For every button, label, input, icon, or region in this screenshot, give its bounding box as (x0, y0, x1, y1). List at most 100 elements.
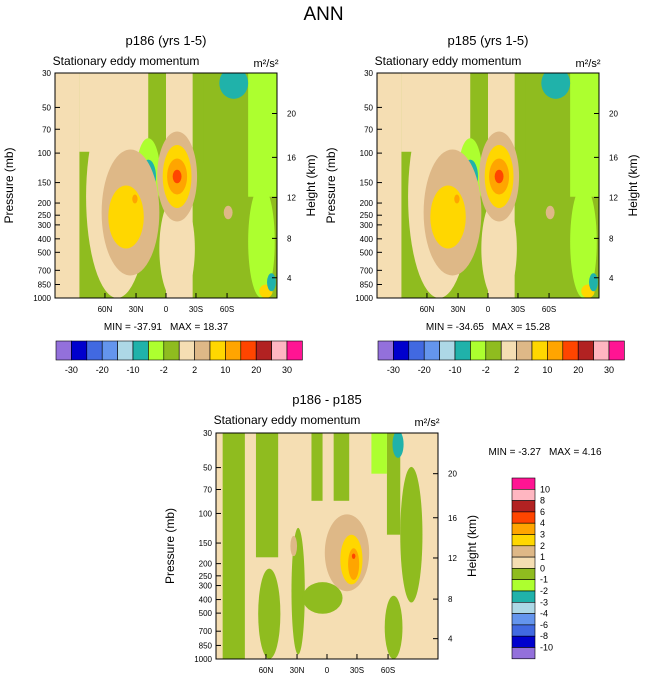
height-tick-label: 8 (448, 595, 453, 604)
colorbar-swatch (255, 340, 272, 361)
lat-tick-label: 60S (220, 305, 234, 314)
contour-region (384, 595, 403, 659)
colorbar-label: 4 (540, 518, 545, 528)
pressure-tick-label: 200 (38, 199, 52, 208)
contour-region (108, 185, 144, 249)
lat-tick-label: 60N (420, 305, 435, 314)
colorbar-swatch (500, 340, 517, 361)
contour-region (311, 433, 323, 501)
contour-region (223, 205, 233, 220)
colorbar-label: 20 (251, 365, 261, 375)
colorbar-swatch (470, 340, 487, 361)
contour-region (255, 433, 279, 558)
colorbar-swatch (511, 556, 536, 569)
contour-field (377, 73, 599, 298)
contour-region (55, 73, 80, 298)
height-tick-label: 4 (448, 635, 453, 644)
pressure-tick-label: 150 (199, 539, 213, 548)
lat-tick-label: 0 (164, 305, 169, 314)
colorbar-swatch (511, 522, 536, 535)
contour-region (589, 273, 598, 292)
pressure-tick-label: 50 (203, 464, 212, 473)
pressure-tick-label: 250 (38, 211, 52, 220)
colorbar-swatch (194, 340, 211, 361)
contour-region (570, 73, 599, 197)
colorbar-swatch (577, 340, 594, 361)
lat-tick-label: 30S (189, 305, 203, 314)
contour-region (400, 466, 423, 603)
y2-axis-label: Height (km) (304, 154, 318, 216)
colorbar-label: 30 (604, 365, 614, 375)
pressure-tick-label: 70 (203, 486, 212, 495)
contour-region (219, 73, 249, 99)
contour-region (291, 527, 305, 655)
contour-region (392, 433, 404, 458)
pressure-tick-label: 50 (364, 103, 373, 112)
lat-tick-label: 30N (290, 666, 305, 675)
height-tick-label: 12 (287, 193, 296, 202)
colorbar-label: -1 (540, 575, 548, 585)
colorbar-swatch (562, 340, 579, 361)
height-tick-label: 16 (448, 514, 457, 523)
contour-region (302, 582, 343, 614)
colorbar-swatch (439, 340, 456, 361)
lat-tick-label: 60N (259, 666, 274, 675)
height-tick-label: 8 (287, 234, 292, 243)
pressure-tick-label: 500 (38, 248, 52, 257)
pressure-tick-label: 250 (360, 211, 374, 220)
pressure-tick-label: 70 (42, 125, 51, 134)
lat-tick-label: 0 (325, 666, 330, 675)
lat-tick-label: 30N (129, 305, 144, 314)
colorbar-swatch (101, 340, 118, 361)
height-tick-label: 20 (287, 110, 296, 119)
pressure-tick-label: 30 (42, 69, 51, 78)
colorbar-swatch (511, 511, 536, 524)
colorbar-p185: -30 -20 -10 -2 2 10 20 30 (377, 340, 625, 375)
contour-region (570, 185, 597, 298)
panel-title: p186 - p185 (292, 392, 361, 407)
colorbar-label: 10 (220, 365, 230, 375)
pressure-tick-label: 250 (199, 572, 213, 581)
pressure-tick-label: 100 (199, 509, 213, 518)
pressure-tick-label: 300 (199, 582, 213, 591)
contour-region (267, 273, 276, 292)
colorbar-swatch (163, 340, 180, 361)
pressure-tick-label: 200 (199, 560, 213, 569)
main-title: ANN (303, 4, 344, 25)
chart-panel-2: p185 (yrs 1-5) Stationary eddy momentum m²… (324, 33, 640, 333)
colorbar-label: 2 (514, 365, 519, 375)
colorbar-label: 2 (540, 541, 545, 551)
pressure-tick-label: 300 (38, 221, 52, 230)
pressure-tick-label: 500 (360, 248, 374, 257)
colorbar-swatch (454, 340, 471, 361)
pressure-tick-label: 1000 (355, 294, 373, 303)
contour-region (348, 548, 360, 580)
colorbar-label: 0 (540, 563, 545, 573)
colorbar-swatch (511, 613, 536, 626)
pressure-tick-label: 300 (360, 221, 374, 230)
colorbar-swatch (511, 579, 536, 592)
colorbar-label: -4 (540, 609, 548, 619)
colorbar-swatch (516, 340, 533, 361)
colorbar-swatch (148, 340, 165, 361)
colorbar-swatch (240, 340, 257, 361)
pressure-tick-label: 400 (38, 235, 52, 244)
contour-region (333, 433, 350, 501)
colorbar-swatch (485, 340, 502, 361)
contour-region (541, 73, 571, 99)
contour-region (351, 553, 356, 559)
pressure-tick-label: 200 (360, 199, 374, 208)
colorbar-swatch (511, 477, 536, 490)
lat-tick-label: 0 (486, 305, 491, 314)
colorbar-label: 10 (542, 365, 552, 375)
colorbar-label: -6 (540, 620, 548, 630)
pressure-tick-label: 1000 (194, 655, 212, 664)
contour-field (216, 433, 438, 659)
colorbar-swatch (511, 545, 536, 558)
colorbar-label: -30 (65, 365, 78, 375)
pressure-tick-label: 1000 (33, 294, 51, 303)
height-tick-label: 16 (287, 153, 296, 162)
colorbar-label: -30 (387, 365, 400, 375)
pressure-tick-label: 700 (199, 627, 213, 636)
